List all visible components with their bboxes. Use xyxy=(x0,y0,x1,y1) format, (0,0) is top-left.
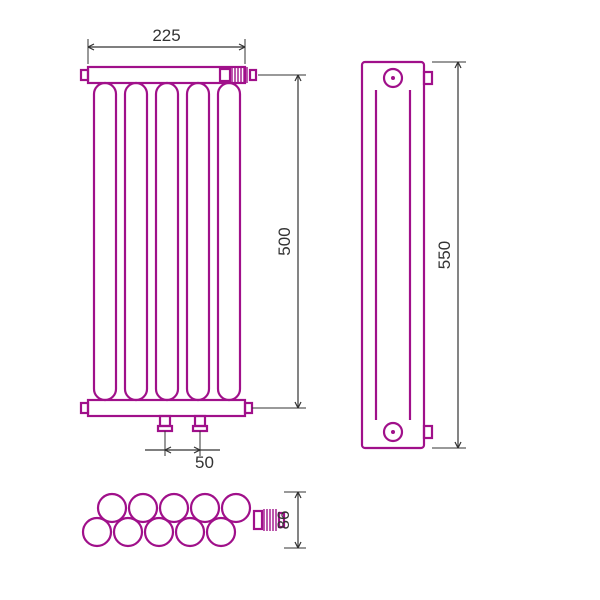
dim-label: 225 xyxy=(152,26,180,45)
dim-label: 50 xyxy=(195,453,214,472)
front-view: 225 500 50 xyxy=(81,26,306,472)
dim-label: 86 xyxy=(274,511,293,530)
dim-label: 500 xyxy=(275,227,294,255)
top-view: 86 xyxy=(81,492,306,548)
side-view: 550 xyxy=(362,62,466,448)
dim-label: 550 xyxy=(435,241,454,269)
